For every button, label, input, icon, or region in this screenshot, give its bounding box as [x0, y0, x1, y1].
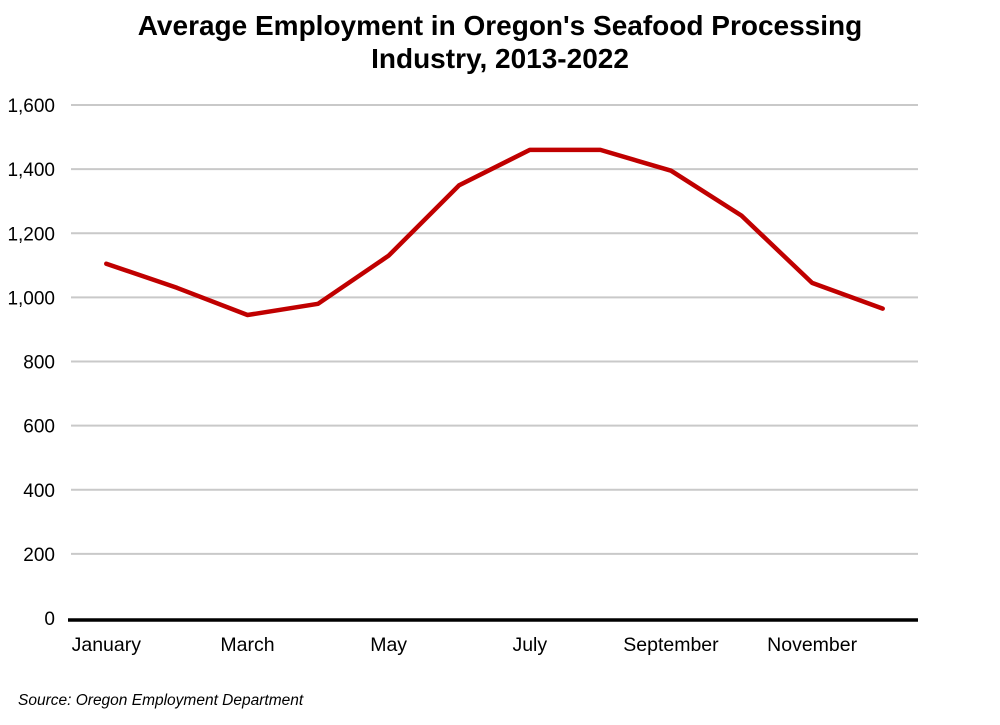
y-axis-tick-label: 800	[23, 353, 55, 374]
y-axis-tick-label: 1,000	[7, 288, 55, 309]
chart-title: Average Employment in Oregon's Seafood P…	[0, 9, 1000, 75]
y-axis-tick-label: 1,600	[7, 96, 55, 117]
chart-title-line-1: Average Employment in Oregon's Seafood P…	[137, 10, 863, 41]
chart-title-line-2: Industry, 2013-2022	[371, 43, 629, 74]
x-axis-tick-label: November	[767, 634, 857, 656]
y-axis-tick-label: 400	[23, 481, 55, 502]
y-axis-tick-label: 200	[23, 545, 55, 566]
x-axis-tick-label: January	[72, 634, 142, 656]
x-axis-tick-label: March	[220, 634, 274, 656]
x-axis-tick-label: May	[370, 634, 407, 656]
source-note: Source: Oregon Employment Department	[18, 692, 304, 709]
y-axis-tick-label: 1,200	[7, 224, 55, 245]
y-axis-tick-label: 1,400	[7, 160, 55, 181]
employment-line-series	[104, 147, 885, 318]
x-axis-tick-label: July	[512, 634, 547, 656]
y-axis-tick-label: 600	[23, 417, 55, 438]
y-axis-tick-label: 0	[44, 609, 55, 630]
x-axis-tick-label: September	[623, 634, 719, 656]
